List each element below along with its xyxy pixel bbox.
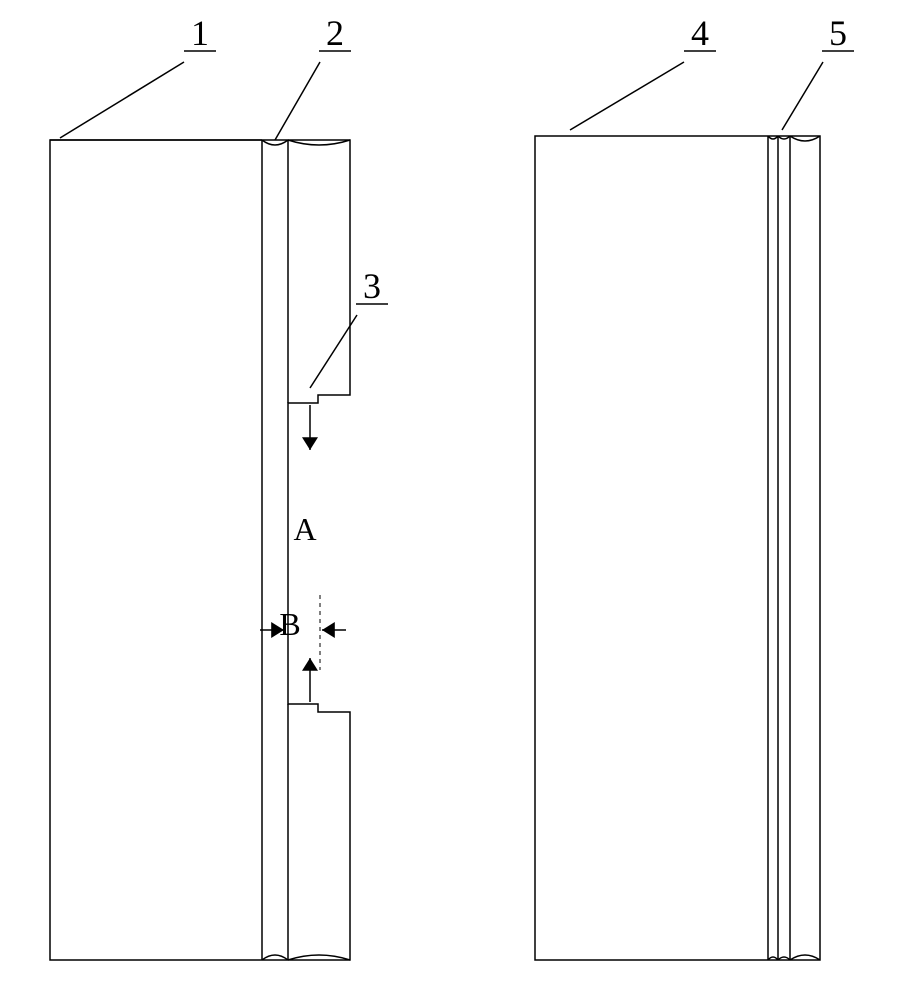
callout-4-label: 4 — [691, 13, 709, 53]
arrow-head-left — [322, 622, 335, 638]
arrow-head-up — [302, 658, 318, 671]
callout-3-label: 3 — [363, 266, 381, 306]
letter-label-B: B — [279, 606, 300, 642]
callout-4-leader — [570, 62, 684, 130]
callout-5-label: 5 — [829, 13, 847, 53]
left-body-outline — [50, 140, 350, 960]
arrow-head-down — [302, 437, 318, 450]
callout-1-label: 1 — [191, 13, 209, 53]
letter-label-A: A — [293, 511, 316, 547]
callout-5-leader — [782, 62, 823, 130]
technical-diagram: 1 2 3 4 5 A B — [0, 0, 923, 1000]
callout-1-leader — [60, 62, 184, 138]
callout-2-label: 2 — [326, 13, 344, 53]
callout-2-leader — [275, 62, 320, 140]
